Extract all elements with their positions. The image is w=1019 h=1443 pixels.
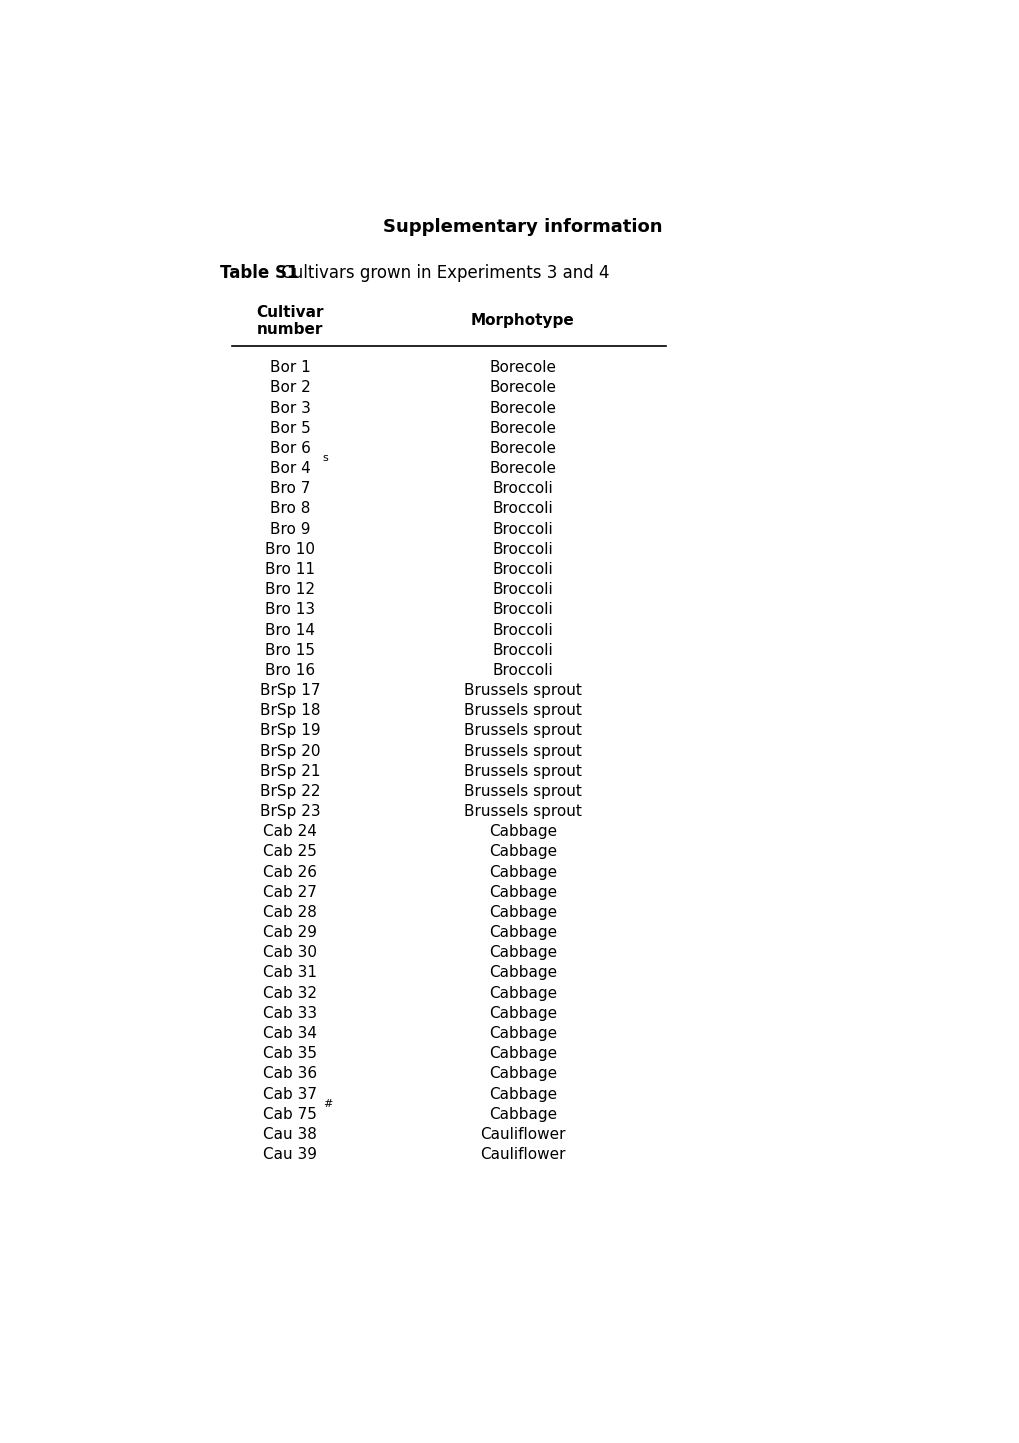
Text: Bro 14: Bro 14	[265, 622, 315, 638]
Text: Bro 7: Bro 7	[270, 482, 310, 496]
Text: Bro 10: Bro 10	[265, 541, 315, 557]
Text: Cau 39: Cau 39	[263, 1147, 317, 1162]
Text: Cab 27: Cab 27	[263, 885, 317, 900]
Text: BrSp 19: BrSp 19	[260, 723, 320, 739]
Text: Cabbage: Cabbage	[488, 1087, 556, 1101]
Text: Brussels sprout: Brussels sprout	[464, 723, 581, 739]
Text: Cabbage: Cabbage	[488, 864, 556, 880]
Text: Bor 2: Bor 2	[270, 381, 311, 395]
Text: Bro 15: Bro 15	[265, 642, 315, 658]
Text: Borecole: Borecole	[489, 421, 555, 436]
Text: Bor 1: Bor 1	[270, 361, 311, 375]
Text: number: number	[257, 322, 323, 336]
Text: Cabbage: Cabbage	[488, 1066, 556, 1081]
Text: Cabbage: Cabbage	[488, 905, 556, 921]
Text: BrSp 20: BrSp 20	[260, 743, 320, 759]
Text: Cabbage: Cabbage	[488, 885, 556, 900]
Text: Cab 37: Cab 37	[263, 1087, 317, 1101]
Text: Borecole: Borecole	[489, 401, 555, 416]
Text: Brussels sprout: Brussels sprout	[464, 763, 581, 779]
Text: Borecole: Borecole	[489, 381, 555, 395]
Text: Cabbage: Cabbage	[488, 945, 556, 960]
Text: Cabbage: Cabbage	[488, 844, 556, 860]
Text: Borecole: Borecole	[489, 462, 555, 476]
Text: BrSp 21: BrSp 21	[260, 763, 320, 779]
Text: Cabbage: Cabbage	[488, 1026, 556, 1040]
Text: BrSp 18: BrSp 18	[260, 703, 320, 719]
Text: Broccoli: Broccoli	[492, 602, 552, 618]
Text: Table S1: Table S1	[220, 264, 299, 281]
Text: Cab 28: Cab 28	[263, 905, 317, 921]
Text: BrSp 22: BrSp 22	[260, 784, 320, 799]
Text: Cauliflower: Cauliflower	[480, 1147, 565, 1162]
Text: BrSp 17: BrSp 17	[260, 683, 320, 698]
Text: Cab 24: Cab 24	[263, 824, 317, 840]
Text: Brussels sprout: Brussels sprout	[464, 804, 581, 820]
Text: BrSp 23: BrSp 23	[260, 804, 320, 820]
Text: Cultivars grown in Experiments 3 and 4: Cultivars grown in Experiments 3 and 4	[276, 264, 609, 281]
Text: Broccoli: Broccoli	[492, 662, 552, 678]
Text: Cabbage: Cabbage	[488, 925, 556, 941]
Text: Cab 25: Cab 25	[263, 844, 317, 860]
Text: Broccoli: Broccoli	[492, 482, 552, 496]
Text: #: #	[322, 1100, 332, 1110]
Text: Bro 11: Bro 11	[265, 561, 315, 577]
Text: Cabbage: Cabbage	[488, 1006, 556, 1020]
Text: Bro 9: Bro 9	[270, 522, 310, 537]
Text: Broccoli: Broccoli	[492, 561, 552, 577]
Text: Cab 32: Cab 32	[263, 986, 317, 1000]
Text: Brussels sprout: Brussels sprout	[464, 784, 581, 799]
Text: Brussels sprout: Brussels sprout	[464, 703, 581, 719]
Text: Broccoli: Broccoli	[492, 582, 552, 597]
Text: Borecole: Borecole	[489, 361, 555, 375]
Text: Bor 5: Bor 5	[270, 421, 311, 436]
Text: Cabbage: Cabbage	[488, 1107, 556, 1121]
Text: Brussels sprout: Brussels sprout	[464, 743, 581, 759]
Text: Supplementary information: Supplementary information	[382, 218, 662, 235]
Text: Bro 8: Bro 8	[270, 502, 310, 517]
Text: Cabbage: Cabbage	[488, 965, 556, 980]
Text: Cultivar: Cultivar	[256, 304, 324, 320]
Text: Morphotype: Morphotype	[471, 313, 574, 329]
Text: Broccoli: Broccoli	[492, 541, 552, 557]
Text: Bro 13: Bro 13	[265, 602, 315, 618]
Text: Cau 38: Cau 38	[263, 1127, 317, 1141]
Text: Cab 34: Cab 34	[263, 1026, 317, 1040]
Text: Cabbage: Cabbage	[488, 986, 556, 1000]
Text: Cab 75: Cab 75	[263, 1107, 317, 1121]
Text: Brussels sprout: Brussels sprout	[464, 683, 581, 698]
Text: Cab 30: Cab 30	[263, 945, 317, 960]
Text: Cab 31: Cab 31	[263, 965, 317, 980]
Text: s: s	[322, 453, 328, 463]
Text: Cabbage: Cabbage	[488, 824, 556, 840]
Text: Borecole: Borecole	[489, 442, 555, 456]
Text: Cabbage: Cabbage	[488, 1046, 556, 1061]
Text: Bor 4: Bor 4	[270, 462, 311, 476]
Text: Cab 29: Cab 29	[263, 925, 317, 941]
Text: Cab 35: Cab 35	[263, 1046, 317, 1061]
Text: Cab 33: Cab 33	[263, 1006, 317, 1020]
Text: Bro 16: Bro 16	[265, 662, 315, 678]
Text: Cab 36: Cab 36	[263, 1066, 317, 1081]
Text: Broccoli: Broccoli	[492, 622, 552, 638]
Text: Bor 3: Bor 3	[270, 401, 311, 416]
Text: Broccoli: Broccoli	[492, 502, 552, 517]
Text: Cab 26: Cab 26	[263, 864, 317, 880]
Text: Cauliflower: Cauliflower	[480, 1127, 565, 1141]
Text: Broccoli: Broccoli	[492, 522, 552, 537]
Text: Bro 12: Bro 12	[265, 582, 315, 597]
Text: Bor 6: Bor 6	[270, 442, 311, 456]
Text: Broccoli: Broccoli	[492, 642, 552, 658]
